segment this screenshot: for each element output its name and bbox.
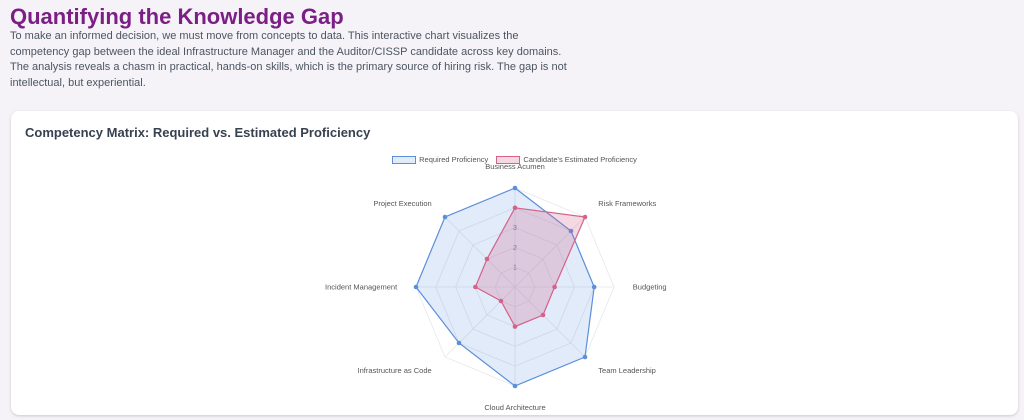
section-title: Quantifying the Knowledge Gap bbox=[10, 4, 344, 29]
data-point bbox=[456, 340, 462, 346]
tick-label: 3 bbox=[513, 225, 517, 232]
data-point bbox=[552, 284, 557, 290]
axis-label: Infrastructure as Code bbox=[357, 366, 431, 375]
data-point bbox=[591, 284, 597, 290]
legend-swatch-required bbox=[392, 155, 417, 164]
data-point bbox=[442, 214, 448, 220]
data-point bbox=[568, 228, 574, 234]
tick-label: 1 bbox=[513, 265, 517, 272]
chart-title: Competency Matrix: Required vs. Estimate… bbox=[25, 125, 371, 140]
axis-label: Budgeting bbox=[633, 283, 667, 292]
legend-label-candidate: Candidate's Estimated Proficiency bbox=[523, 155, 637, 164]
data-point bbox=[540, 312, 546, 318]
section-description: To make an informed decision, we must mo… bbox=[10, 30, 567, 89]
data-point bbox=[582, 214, 588, 220]
data-point bbox=[473, 284, 478, 290]
legend-label-required: Required Proficiency bbox=[419, 155, 489, 164]
data-point bbox=[512, 383, 518, 389]
data-point bbox=[512, 185, 518, 191]
axis-label: Risk Frameworks bbox=[598, 199, 656, 208]
axis-label: Business Acumen bbox=[485, 162, 545, 171]
grid-spoke bbox=[514, 286, 586, 358]
axis-label: Incident Management bbox=[325, 283, 398, 292]
legend-item-required[interactable]: Required Proficiency bbox=[392, 155, 488, 164]
data-point bbox=[582, 354, 588, 360]
data-point bbox=[498, 298, 504, 304]
tick-label: 2 bbox=[513, 245, 517, 252]
data-point bbox=[413, 284, 419, 290]
grid-spoke bbox=[514, 216, 586, 288]
legend-item-candidate[interactable]: Candidate's Estimated Proficiency bbox=[496, 155, 637, 164]
data-point bbox=[512, 205, 518, 211]
radar-chart: 1 2 3 Business Acumen Risk Frameworks Budgeti… bbox=[325, 162, 667, 412]
chart-legend: Required Proficiency Candidate's Estimat… bbox=[11, 155, 1018, 164]
legend-swatch-candidate bbox=[496, 155, 521, 164]
axis-label: Cloud Architecture bbox=[484, 403, 545, 412]
chart-card: Competency Matrix: Required vs. Estimate… bbox=[11, 111, 1018, 415]
data-point bbox=[484, 256, 490, 262]
axis-label: Project Execution bbox=[373, 199, 431, 208]
data-point bbox=[512, 324, 518, 329]
axis-label: Team Leadership bbox=[598, 366, 656, 375]
grid-spoke bbox=[444, 286, 516, 358]
grid-spoke bbox=[444, 216, 516, 288]
